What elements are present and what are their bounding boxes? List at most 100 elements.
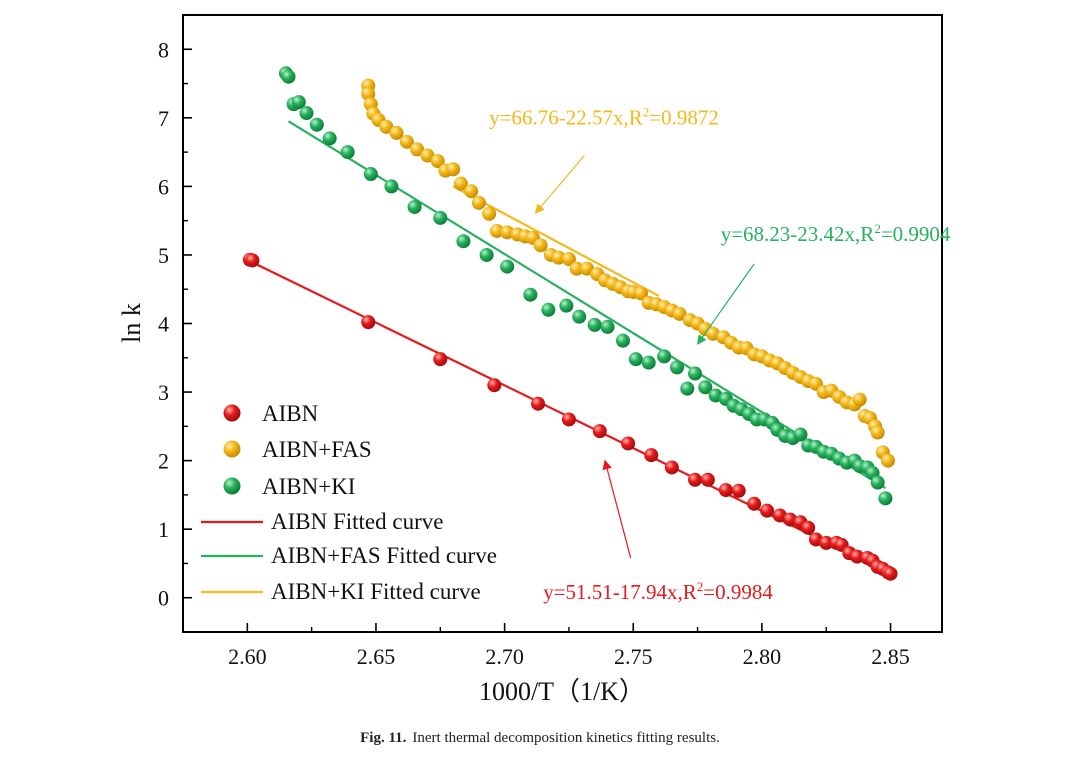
data-point-aibn [531, 396, 546, 411]
data-point-aibn [760, 503, 775, 518]
data-point-aibn-fas [389, 125, 404, 140]
data-point-aibn-ki [587, 317, 602, 332]
data-point-aibn-fas [453, 176, 468, 191]
data-point-aibn [747, 496, 762, 511]
y-tick-label: 5 [158, 243, 169, 268]
data-point-aibn [801, 520, 816, 535]
data-point-aibn-ki [669, 360, 684, 375]
data-point-aibn-ki [384, 179, 399, 194]
annotation-equation-aibn-fas: y=66.76-22.57x,R2=0.9872 [489, 105, 719, 130]
data-point-aibn-fas [379, 119, 394, 134]
data-point-aibn-fas [464, 184, 479, 199]
data-point-aibn-fas [880, 453, 895, 468]
data-point-aibn [361, 315, 376, 330]
data-point-aibn-ki [407, 199, 422, 214]
data-point-aibn-ki [309, 117, 324, 132]
legend-label-aibn-fit: AIBN Fitted curve [271, 509, 443, 534]
data-point-aibn-fas [633, 286, 648, 301]
data-point-aibn [731, 483, 746, 498]
series-aibn [242, 252, 898, 581]
y-tick-label: 0 [158, 586, 169, 611]
data-point-aibn-ki [456, 234, 471, 249]
x-tick-label: 2.60 [228, 644, 267, 669]
data-points [242, 66, 898, 581]
data-point-aibn-ki [559, 298, 574, 313]
y-tick-label: 8 [158, 37, 169, 62]
data-point-aibn-ki [628, 352, 643, 367]
axis-ticks: 2.60 2.65 2.70 2.75 2.80 2.85 0 1 2 3 4 5 6 7 8 [158, 37, 910, 669]
data-point-aibn-ki [322, 131, 337, 146]
data-point-aibn [883, 566, 898, 581]
data-point-aibn-fas [672, 306, 687, 321]
data-point-aibn [621, 436, 636, 451]
caption-text: Inert thermal decomposition kinetics fit… [412, 730, 720, 746]
data-point-aibn [664, 460, 679, 475]
data-point-aibn-ki [479, 247, 494, 262]
legend-label-aibn-ki: AIBN+KI [262, 474, 355, 499]
series-aibn-fas [361, 78, 895, 468]
legend-label-aibn-fas: AIBN+FAS [262, 437, 372, 462]
data-point-aibn-ki [600, 319, 615, 334]
data-point-aibn-ki [433, 210, 448, 225]
figure-caption: Fig. 11. Inert thermal decomposition kine… [0, 730, 1080, 747]
data-point-aibn-ki [541, 302, 556, 317]
y-tick-label: 1 [158, 517, 169, 542]
legend-label-aibn-ki-fit: AIBN+KI Fitted curve [271, 579, 481, 604]
legend-marker-aibn [223, 404, 241, 422]
data-point-aibn-fas [399, 134, 414, 149]
data-point-aibn-fas [870, 425, 885, 440]
y-tick-label: 4 [158, 312, 169, 337]
y-tick-label: 3 [158, 380, 169, 405]
annotation-equation-aibn-ki: y=68.23-23.42x,R2=0.9904 [721, 221, 951, 246]
x-tick-label: 2.75 [614, 644, 653, 669]
data-point-aibn-fas [533, 238, 548, 253]
fitted-lines [249, 120, 892, 575]
data-point-aibn [718, 483, 733, 498]
x-tick-label: 2.70 [485, 644, 524, 669]
data-point-aibn-ki [340, 145, 355, 160]
data-point-aibn-fas [420, 148, 435, 163]
data-point-aibn [819, 535, 834, 550]
legend-label-aibn-fas-fit: AIBN+FAS Fitted curve [271, 543, 497, 568]
data-point-aibn-ki [500, 259, 515, 274]
data-point-aibn [487, 378, 502, 393]
x-tick-label: 2.80 [743, 644, 782, 669]
legend-marker-aibn-fas [223, 440, 241, 458]
caption-label: Fig. 11. [360, 730, 407, 746]
data-point-aibn-ki [698, 380, 713, 395]
data-point-aibn-fas [482, 206, 497, 221]
legend-label-aibn: AIBN [262, 401, 319, 426]
data-point-aibn-fas [430, 154, 445, 169]
data-point-aibn [850, 549, 865, 564]
data-point-aibn-ki [572, 309, 587, 324]
data-point-aibn-fas [471, 195, 486, 210]
data-point-aibn-ki [680, 381, 695, 396]
x-tick-label: 2.65 [357, 644, 396, 669]
x-axis-title: 1000/T（1/K） [479, 677, 645, 706]
y-tick-label: 2 [158, 449, 169, 474]
data-point-aibn-ki [299, 106, 314, 121]
data-point-aibn [561, 412, 576, 427]
data-point-aibn-ki [641, 355, 656, 370]
legend: AIBN AIBN+FAS AIBN+KI AIBN Fitted curve … [201, 401, 497, 604]
data-point-aibn-fas [489, 223, 504, 238]
annotation-equation-aibn: y=51.51-17.94x,R2=0.9984 [543, 579, 773, 604]
data-point-aibn-ki [878, 491, 893, 506]
data-point-aibn-ki [870, 475, 885, 490]
annotation-arrow-aibn-fas [534, 155, 585, 214]
legend-marker-aibn-ki [223, 477, 241, 495]
y-tick-label: 6 [158, 174, 169, 199]
data-point-aibn [688, 472, 703, 487]
series-aibn-ki [278, 66, 893, 506]
data-point-aibn-ki [281, 69, 296, 84]
data-point-aibn-fas [551, 250, 566, 265]
y-axis-title: ln k [117, 303, 146, 343]
data-point-aibn-ki [523, 287, 538, 302]
annotation-arrow-aibn [602, 459, 632, 559]
y-tick-label: 7 [158, 106, 169, 131]
data-point-aibn [644, 448, 659, 463]
annotation-arrow-aibn-ki [697, 263, 755, 345]
data-point-aibn-ki [363, 167, 378, 182]
data-point-aibn-fas [561, 252, 576, 267]
